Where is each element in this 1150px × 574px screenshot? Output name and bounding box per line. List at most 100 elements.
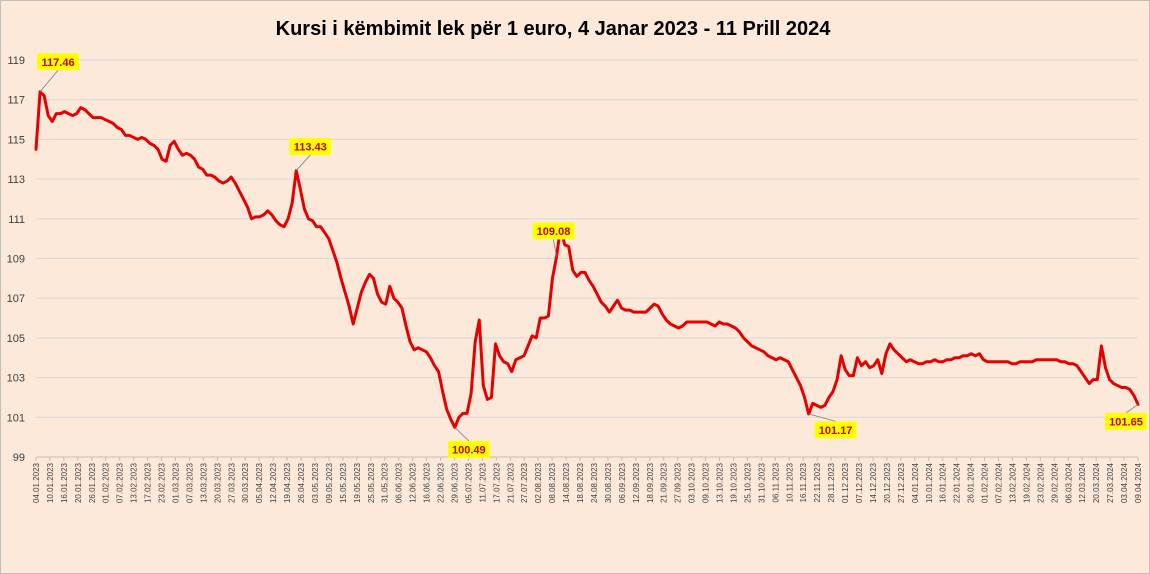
x-tick-label: 10.01.2023 — [46, 462, 55, 503]
leader-line — [295, 154, 311, 171]
x-tick-label: 09.10.2023 — [702, 462, 711, 503]
x-tick-label: 21.09.2023 — [660, 462, 669, 503]
x-tick-label: 03.05.2023 — [311, 462, 320, 503]
y-tick-label: 99 — [13, 452, 25, 464]
y-tick-label: 111 — [8, 214, 25, 226]
x-tick-label: 07.02.2023 — [116, 462, 125, 503]
x-tick-label: 31.05.2023 — [381, 462, 390, 503]
x-tick-label: 17.02.2023 — [144, 462, 153, 503]
value-label-text: 101.65 — [1109, 416, 1143, 428]
x-tick-label: 27.03.2024 — [1106, 462, 1115, 503]
value-label-box — [1105, 412, 1147, 430]
x-tick-label: 02.08.2023 — [534, 462, 543, 503]
x-tick-label: 03.10.2023 — [688, 462, 697, 503]
x-tick-label: 27.09.2023 — [674, 462, 683, 503]
x-tick-label: 04.01.2024 — [911, 462, 920, 503]
annotations: 117.46 113.43 100.49 109.08 101.17 101.65 — [37, 53, 1147, 458]
x-tick-label: 16.01.2024 — [939, 462, 948, 503]
x-tick-label: 22.01.2024 — [953, 462, 962, 503]
y-tick-label: 101 — [7, 412, 25, 424]
x-tick-label: 19.04.2023 — [283, 462, 292, 503]
x-tick-label: 22.11.2023 — [813, 462, 822, 502]
x-tick-label: 20.03.2023 — [213, 462, 222, 503]
x-tick-label: 19.02.2024 — [1022, 462, 1031, 503]
x-tick-label: 10.01.2024 — [925, 462, 934, 503]
value-label-box — [37, 53, 80, 71]
x-tick-label: 01.02.2024 — [981, 462, 990, 503]
x-tick-label: 10.11.2023 — [785, 462, 794, 502]
x-tick-label: 27.07.2023 — [520, 462, 529, 503]
x-tick-label: 25.10.2023 — [743, 462, 752, 503]
value-label: 101.65 — [1105, 404, 1147, 430]
x-tick-label: 06.03.2024 — [1064, 462, 1073, 503]
x-tick-label: 23.02.2023 — [158, 462, 167, 503]
value-label-box — [289, 138, 332, 156]
x-tick-label: 29.06.2023 — [450, 462, 459, 503]
x-tick-label: 05.07.2023 — [464, 462, 473, 503]
x-tick-label: 04.01.2023 — [32, 462, 41, 503]
x-tick-label: 03.04.2024 — [1120, 462, 1129, 503]
x-tick-label: 16.11.2023 — [799, 462, 808, 502]
x-tick-label: 15.05.2023 — [339, 462, 348, 503]
x-tick-label: 09.05.2023 — [325, 462, 334, 503]
x-tick-label: 24.08.2023 — [590, 462, 599, 503]
y-axis-ticks: 99 101 103 105 107 109 111 113 115 117 119 — [7, 55, 25, 464]
x-tick-label: 29.02.2024 — [1050, 462, 1059, 503]
x-tick-label: 21.07.2023 — [506, 462, 515, 503]
x-tick-label: 11.07.2023 — [478, 462, 487, 502]
x-tick-label: 01.03.2023 — [171, 462, 180, 503]
value-label-text: 101.17 — [819, 425, 853, 437]
value-label-box — [814, 421, 857, 439]
value-label: 113.43 — [289, 138, 332, 171]
x-tick-label: 06.06.2023 — [395, 462, 404, 503]
value-label-text: 100.49 — [452, 444, 486, 456]
x-tick-label: 08.08.2023 — [548, 462, 557, 503]
y-tick-label: 103 — [7, 373, 25, 385]
x-tick-label: 07.12.2023 — [855, 462, 864, 503]
x-tick-label: 17.07.2023 — [492, 462, 501, 503]
x-tick-label: 30.03.2023 — [241, 462, 250, 503]
x-tick-label: 01.12.2023 — [841, 462, 850, 503]
x-tick-label: 09.04.2024 — [1134, 462, 1143, 503]
x-tick-label: 06.11.2023 — [771, 462, 780, 502]
value-label-box — [447, 440, 490, 458]
x-tick-label: 12.06.2023 — [409, 462, 418, 503]
x-tick-label: 23.02.2024 — [1036, 462, 1045, 503]
leader-line — [1125, 404, 1139, 414]
x-tick-label: 01.02.2023 — [102, 462, 111, 503]
leader-line — [39, 70, 59, 93]
x-tick-label: 05.04.2023 — [255, 462, 264, 503]
value-label: 100.49 — [447, 427, 490, 458]
y-tick-label: 119 — [7, 55, 25, 67]
y-tick-label: 105 — [7, 333, 25, 345]
x-tick-label: 14.08.2023 — [562, 462, 571, 503]
x-tick-label: 31.10.2023 — [757, 462, 766, 503]
leader-line — [454, 427, 470, 442]
x-tick-label: 20.12.2023 — [883, 462, 892, 503]
x-tick-label: 07.03.2023 — [185, 462, 194, 503]
value-label-text: 113.43 — [294, 142, 327, 154]
value-label-box — [532, 222, 575, 240]
x-tick-label: 13.03.2023 — [199, 462, 208, 503]
x-tick-label: 07.02.2024 — [995, 462, 1004, 503]
x-tick-label: 06.09.2023 — [618, 462, 627, 503]
x-tick-label: 22.06.2023 — [437, 462, 446, 503]
x-tick-label: 13.02.2024 — [1008, 462, 1017, 503]
series-layer — [34, 90, 1140, 429]
x-tick-label: 19.10.2023 — [729, 462, 738, 503]
value-label: 109.08 — [532, 222, 575, 257]
y-tick-label: 113 — [7, 174, 25, 186]
value-label: 117.46 — [37, 53, 80, 93]
y-tick-label: 109 — [7, 254, 25, 266]
x-tick-label: 20.01.2023 — [74, 462, 83, 503]
x-tick-label: 18.08.2023 — [576, 462, 585, 503]
x-tick-label: 12.03.2024 — [1078, 462, 1087, 503]
leader-line — [808, 413, 836, 422]
y-tick-label: 107 — [7, 293, 25, 305]
x-tick-label: 16.01.2023 — [60, 462, 69, 503]
x-tick-label: 12.09.2023 — [632, 462, 641, 503]
value-label: 101.17 — [808, 413, 857, 439]
x-tick-label: 27.03.2023 — [227, 462, 236, 503]
